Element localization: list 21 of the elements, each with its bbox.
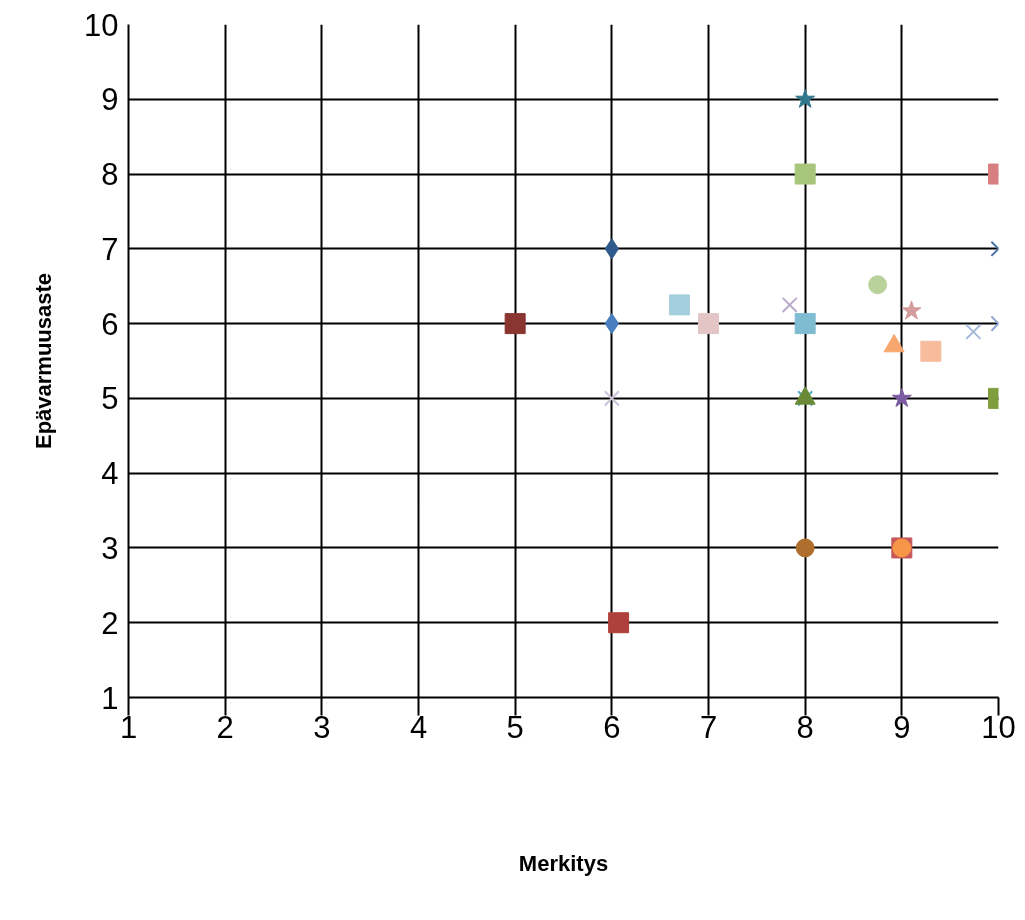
y-tick-label: 8 — [101, 157, 119, 193]
y-tick-label: 7 — [101, 231, 119, 267]
y-tick-label: 9 — [101, 82, 119, 118]
x-tick-label: 2 — [216, 709, 234, 745]
x-tick-label: 5 — [506, 709, 524, 745]
x-tick-label: 6 — [603, 709, 621, 745]
x-tick-label: 8 — [796, 709, 814, 745]
x-tick-label: 3 — [313, 709, 331, 745]
x-tick-label: 10 — [981, 709, 1016, 745]
y-axis-title: Epävarmuusaste — [31, 272, 57, 450]
y-tick-label: 3 — [101, 530, 119, 566]
x-axis-title: Merkitys — [518, 850, 609, 876]
y-tick-label: 4 — [101, 456, 119, 492]
y-tick-label: 10 — [84, 7, 119, 43]
y-tick-label: 2 — [101, 605, 119, 641]
y-tick-label: 5 — [101, 381, 119, 417]
x-tick-label: 4 — [409, 709, 428, 745]
y-tick-label: 6 — [101, 306, 119, 342]
y-tick-label: 1 — [101, 680, 119, 716]
x-tick-label: 9 — [893, 709, 911, 745]
x-tick-label: 7 — [699, 709, 718, 745]
